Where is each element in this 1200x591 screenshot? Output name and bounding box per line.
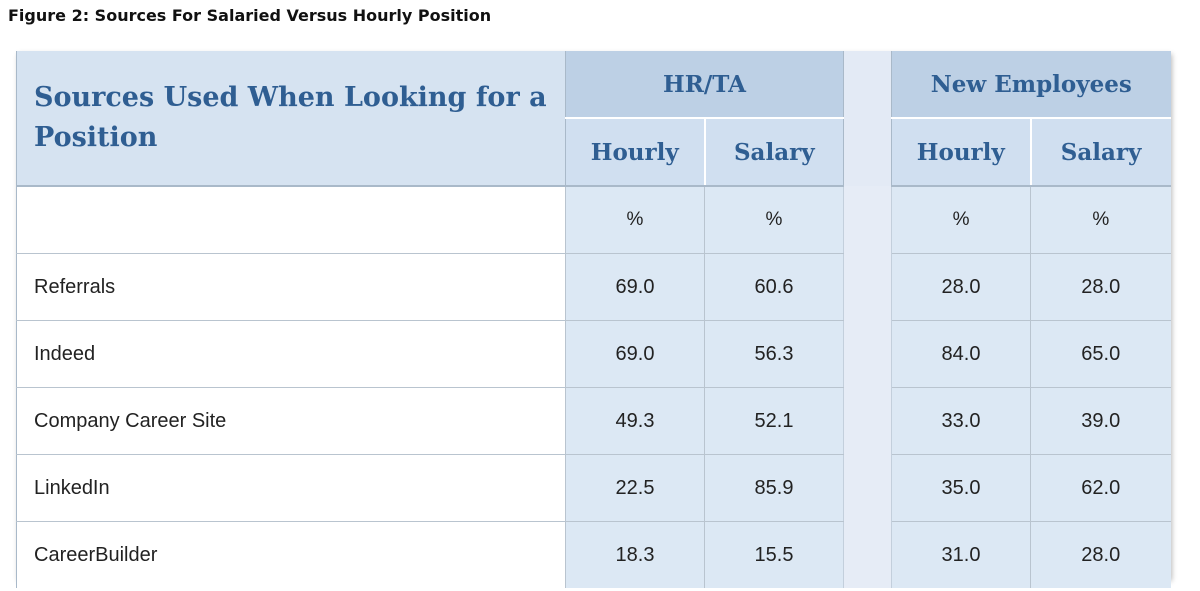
group-header-hr-ta: HR/TA — [565, 51, 844, 119]
value-cell: 69.0 — [565, 253, 705, 321]
value-cell: 52.1 — [704, 387, 844, 455]
value-cell: 84.0 — [891, 320, 1032, 388]
value-cell: 35.0 — [891, 454, 1032, 522]
value-cell: 39.0 — [1030, 387, 1171, 455]
value-cell: 62.0 — [1030, 454, 1171, 522]
value-cell: 69.0 — [565, 320, 705, 388]
table-row: Referrals 69.0 60.6 28.0 28.0 — [16, 253, 1171, 321]
value-cell: 28.0 — [1030, 253, 1171, 321]
value-cell: 85.9 — [704, 454, 844, 522]
value-cell: 15.5 — [704, 521, 844, 588]
table-row: LinkedIn 22.5 85.9 35.0 62.0 — [16, 454, 1171, 522]
units-row: % % % % — [16, 186, 1171, 254]
row-header-title: Sources Used When Looking for a Position — [16, 51, 566, 187]
row-label: Referrals — [16, 253, 566, 321]
sources-table: Sources Used When Looking for a Position… — [16, 51, 1171, 588]
col-header-new-hourly: Hourly — [891, 118, 1032, 187]
column-gap — [843, 253, 893, 321]
row-label: CareerBuilder — [16, 521, 566, 588]
value-cell: 31.0 — [891, 521, 1032, 588]
value-cell: 65.0 — [1030, 320, 1171, 388]
group-header-new-employees: New Employees — [891, 51, 1171, 119]
col-header-hr-hourly: Hourly — [565, 118, 706, 187]
col-header-hr-salary: Salary — [704, 118, 844, 187]
column-gap — [843, 387, 893, 455]
unit-cell: % — [1030, 186, 1171, 254]
value-cell: 28.0 — [1030, 521, 1171, 588]
col-header-new-salary: Salary — [1030, 118, 1171, 187]
column-gap — [843, 186, 893, 254]
value-cell: 60.6 — [704, 253, 844, 321]
value-cell: 33.0 — [891, 387, 1032, 455]
unit-cell: % — [704, 186, 844, 254]
value-cell: 56.3 — [704, 320, 844, 388]
row-label: Company Career Site — [16, 387, 566, 455]
value-cell: 49.3 — [565, 387, 705, 455]
figure-title: Figure 2: Sources For Salaried Versus Ho… — [8, 6, 492, 25]
value-cell: 18.3 — [565, 521, 705, 588]
value-cell: 22.5 — [565, 454, 705, 522]
table-row: Indeed 69.0 56.3 84.0 65.0 — [16, 320, 1171, 388]
unit-cell: % — [891, 186, 1032, 254]
units-row-label — [16, 186, 566, 254]
row-label: LinkedIn — [16, 454, 566, 522]
column-gap — [843, 51, 893, 186]
value-cell: 28.0 — [891, 253, 1032, 321]
column-gap — [843, 521, 893, 588]
column-gap — [843, 320, 893, 388]
column-gap — [843, 454, 893, 522]
table-row: Company Career Site 49.3 52.1 33.0 39.0 — [16, 387, 1171, 455]
table-row: CareerBuilder 18.3 15.5 31.0 28.0 — [16, 521, 1171, 588]
unit-cell: % — [565, 186, 705, 254]
row-label: Indeed — [16, 320, 566, 388]
